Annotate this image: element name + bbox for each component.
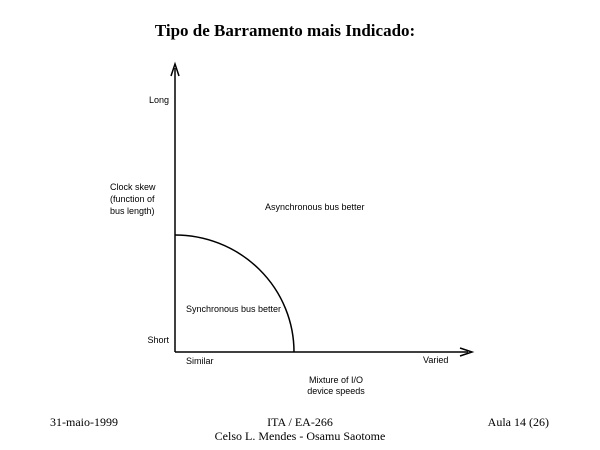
outer-region-label: Asynchronous bus better: [265, 202, 365, 212]
diagram: [170, 61, 475, 357]
footer-date: 31-maio-1999: [50, 415, 118, 429]
boundary-arc: [174, 234, 295, 353]
x-axis-arrow: [459, 347, 475, 357]
x-title-line: Mixture of I/O: [309, 375, 363, 385]
footer-page: Aula 14 (26): [488, 415, 549, 429]
slide-title: Tipo de Barramento mais Indicado:: [155, 21, 415, 40]
y-title-line: (function of: [110, 194, 155, 204]
x-title-line: device speeds: [307, 386, 365, 396]
inner-region-label: Synchronous bus better: [186, 304, 281, 314]
footer-authors: Celso L. Mendes - Osamu Saotome: [215, 429, 386, 443]
y-title-line: bus length): [110, 206, 155, 216]
y-top-label: Long: [149, 95, 169, 105]
y-bottom-label: Short: [147, 335, 169, 345]
x-left-label: Similar: [186, 356, 214, 366]
x-right-label: Varied: [423, 355, 448, 365]
footer-course: ITA / EA-266: [267, 415, 333, 429]
y-title-line: Clock skew: [110, 182, 156, 192]
y-axis-arrow: [170, 61, 180, 77]
